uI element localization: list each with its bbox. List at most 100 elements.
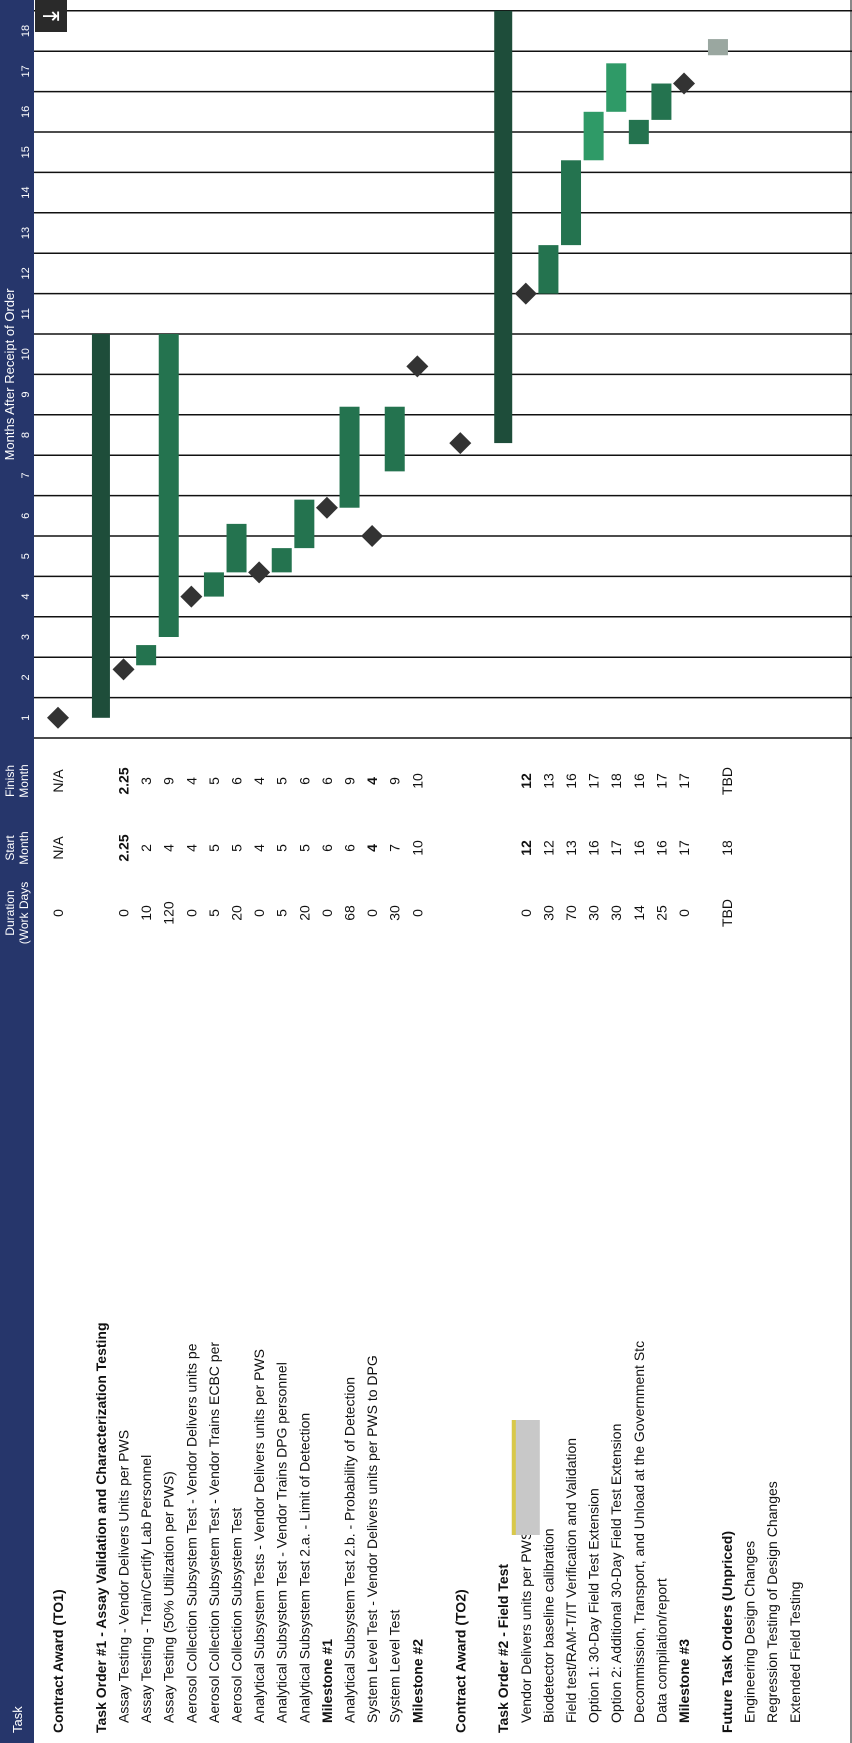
finish-cell: 9 xyxy=(161,777,177,785)
task-bar xyxy=(384,406,405,472)
task-bar xyxy=(271,548,292,573)
duration-cell: 68 xyxy=(342,905,358,921)
task-bar xyxy=(136,645,157,666)
task-label: Task Order #2 - Field Test xyxy=(495,1564,511,1733)
start-cell: 17 xyxy=(608,840,624,856)
start-cell: 5 xyxy=(206,844,222,852)
month-tick-label: 9 xyxy=(20,392,32,398)
start-cell: 4 xyxy=(251,844,267,852)
duration-cell: 30 xyxy=(540,905,556,921)
finish-cell: 18 xyxy=(608,773,624,789)
duration-cell: 20 xyxy=(296,905,312,921)
milestone-marker xyxy=(47,706,69,729)
start-cell: 5 xyxy=(274,844,290,852)
task-label: Regression Testing of Design Changes xyxy=(764,1481,780,1723)
finish-cell: 6 xyxy=(319,777,335,785)
finish-cell: 2.25 xyxy=(116,767,132,794)
milestone-marker xyxy=(248,561,271,584)
milestone-marker xyxy=(112,658,135,681)
month-tick-label: 10 xyxy=(20,348,32,360)
task-label: Contract Award (TO1) xyxy=(50,1589,66,1733)
month-tick-label: 5 xyxy=(20,553,32,559)
duration-cell: 0 xyxy=(319,909,335,917)
task-label: Analytical Subsystem Test - Vendor Train… xyxy=(274,1362,290,1723)
task-label: Task Order #1 - Assay Validation and Cha… xyxy=(93,1322,109,1733)
month-tick-label: 18 xyxy=(20,25,32,37)
task-label: Analytical Subsystem Tests - Vendor Deli… xyxy=(251,1349,267,1723)
header-start-line1: Start xyxy=(3,835,17,861)
start-cell: 4 xyxy=(183,844,199,852)
redaction-block xyxy=(511,1420,540,1535)
milestone-marker xyxy=(449,432,472,455)
month-tick-label: 11 xyxy=(20,308,32,319)
redaction-block-top xyxy=(511,1420,516,1535)
header-task: Task xyxy=(10,1706,25,1733)
task-label: Future Task Orders (Unpriced) xyxy=(719,1531,735,1733)
header-finish-line2: Month xyxy=(17,764,31,797)
finish-cell: 5 xyxy=(274,777,290,785)
header-start-line2: Month xyxy=(17,831,31,864)
task-label: Analytical Subsystem Test 2.a. - Limit o… xyxy=(296,1413,312,1723)
start-cell: 12 xyxy=(518,840,534,856)
finish-cell: TBD xyxy=(719,767,735,795)
milestone-marker xyxy=(361,525,384,547)
task-bar xyxy=(226,523,247,573)
start-cell: 5 xyxy=(229,844,245,852)
duration-cell: 0 xyxy=(251,909,267,917)
task-label: System Level Test - Vendor Delivers unit… xyxy=(364,1355,380,1723)
duration-cell: 0 xyxy=(116,909,132,917)
start-cell: 13 xyxy=(563,840,579,856)
task-bar xyxy=(707,39,728,56)
month-gridlines xyxy=(34,0,852,1743)
finish-cell: 13 xyxy=(540,773,556,789)
task-bar xyxy=(158,334,179,637)
header-duration-line2: (Work Days xyxy=(17,882,31,944)
finish-cell: 17 xyxy=(676,773,692,789)
task-label: Aerosol Collection Subsystem Test - Vend… xyxy=(183,1343,199,1723)
task-label: Aerosol Collection Subsystem Test - Vend… xyxy=(206,1342,222,1723)
start-cell: 6 xyxy=(342,844,358,852)
task-bar xyxy=(628,119,649,145)
duration-cell: 0 xyxy=(676,909,692,917)
scroll-top-icon[interactable]: ⇥ xyxy=(35,0,67,32)
task-label: Milestone #2 xyxy=(409,1639,425,1723)
duration-cell: 70 xyxy=(563,905,579,921)
task-label: Extended Field Testing xyxy=(787,1582,803,1723)
task-label: Contract Award (TO2) xyxy=(452,1589,468,1733)
month-tick-label: 16 xyxy=(20,106,32,118)
task-label: Assay Testing - Vendor Delivers Units pe… xyxy=(116,1430,132,1723)
month-tick-label: 15 xyxy=(20,146,32,158)
task-bar xyxy=(538,245,559,294)
start-cell: 16 xyxy=(586,840,602,856)
task-label: Analytical Subsystem Test 2.b. - Probabi… xyxy=(342,1377,358,1723)
duration-cell: 0 xyxy=(409,909,425,917)
start-cell: 5 xyxy=(296,844,312,852)
task-bar xyxy=(294,499,315,549)
finish-cell: 4 xyxy=(364,777,380,785)
start-cell: 7 xyxy=(387,844,403,852)
milestone-marker xyxy=(514,282,537,305)
start-cell: 4 xyxy=(364,844,380,852)
task-bar xyxy=(606,63,627,112)
header-background xyxy=(0,0,34,1743)
duration-cell: 0 xyxy=(364,909,380,917)
month-tick-label: 13 xyxy=(20,227,32,239)
milestone-marker xyxy=(180,585,203,608)
task-bar xyxy=(203,572,224,597)
finish-cell: 12 xyxy=(518,773,534,789)
finish-cell: 9 xyxy=(387,777,403,785)
finish-cell: 4 xyxy=(183,777,199,785)
task-label: Vendor Delivers units per PWS t xyxy=(518,1523,534,1723)
duration-cell: 20 xyxy=(229,905,245,921)
month-tick-label: 14 xyxy=(20,186,32,198)
duration-cell: TBD xyxy=(719,899,735,927)
finish-cell: 5 xyxy=(206,777,222,785)
month-tick-label: 8 xyxy=(20,432,32,438)
task-rows: Contract Award (TO1) 0 N/A N/A Task Order #1… xyxy=(50,767,803,1733)
duration-cell: 25 xyxy=(653,905,669,921)
start-cell: 17 xyxy=(676,840,692,856)
task-label: Option 1: 30-Day Field Test Extension xyxy=(586,1488,602,1723)
task-bar xyxy=(651,83,672,120)
